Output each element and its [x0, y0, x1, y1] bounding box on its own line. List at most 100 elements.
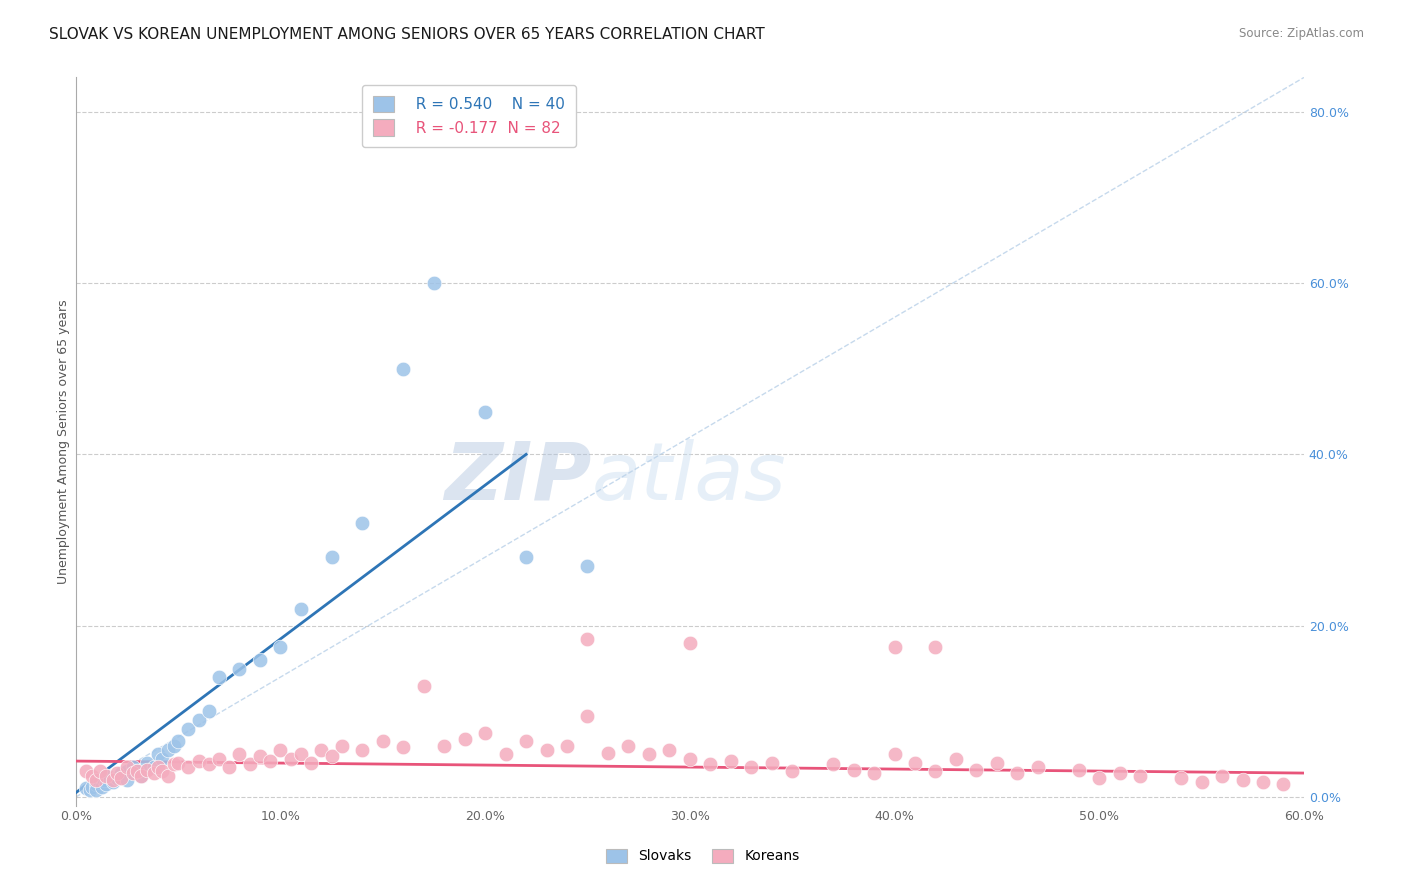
Point	[177, 722, 200, 736]
Point	[105, 766, 128, 780]
Point	[82, 780, 104, 794]
Point	[863, 766, 886, 780]
Point	[986, 756, 1008, 770]
Point	[638, 747, 661, 762]
Text: ZIP: ZIP	[444, 439, 592, 517]
Point	[115, 760, 138, 774]
Point	[269, 743, 291, 757]
Point	[352, 743, 374, 757]
Point	[97, 769, 120, 783]
Point	[228, 747, 250, 762]
Point	[84, 772, 107, 787]
Point	[453, 731, 475, 746]
Text: atlas: atlas	[592, 439, 786, 517]
Point	[555, 739, 578, 753]
Point	[596, 746, 619, 760]
Point	[474, 404, 496, 418]
Text: SLOVAK VS KOREAN UNEMPLOYMENT AMONG SENIORS OVER 65 YEARS CORRELATION CHART: SLOVAK VS KOREAN UNEMPLOYMENT AMONG SENI…	[49, 27, 765, 42]
Point	[290, 601, 312, 615]
Point	[290, 747, 312, 762]
Point	[105, 771, 128, 785]
Point	[392, 361, 415, 376]
Point	[163, 739, 186, 753]
Point	[259, 754, 281, 768]
Point	[392, 740, 415, 755]
Point	[1170, 771, 1192, 785]
Point	[249, 653, 271, 667]
Point	[146, 747, 169, 762]
Point	[617, 739, 640, 753]
Point	[208, 670, 231, 684]
Point	[842, 763, 865, 777]
Point	[924, 764, 946, 779]
Point	[249, 748, 271, 763]
Point	[136, 756, 159, 770]
Point	[576, 708, 599, 723]
Point	[198, 757, 221, 772]
Y-axis label: Unemployment Among Seniors over 65 years: Unemployment Among Seniors over 65 years	[58, 299, 70, 584]
Point	[91, 780, 114, 794]
Point	[1272, 777, 1295, 791]
Point	[1026, 760, 1049, 774]
Point	[127, 764, 149, 779]
Point	[352, 516, 374, 530]
Point	[761, 756, 783, 770]
Point	[1191, 774, 1213, 789]
Point	[156, 769, 179, 783]
Point	[129, 769, 152, 783]
Point	[167, 734, 190, 748]
Point	[658, 743, 681, 757]
Point	[371, 734, 394, 748]
Point	[883, 640, 905, 654]
Point	[150, 751, 173, 765]
Point	[187, 754, 209, 768]
Point	[740, 760, 762, 774]
Point	[311, 743, 333, 757]
Point	[780, 764, 803, 779]
Point	[280, 751, 302, 765]
Point	[576, 558, 599, 573]
Point	[299, 756, 322, 770]
Point	[269, 640, 291, 654]
Point	[75, 781, 97, 796]
Point	[679, 751, 702, 765]
Point	[720, 754, 742, 768]
Point	[84, 777, 107, 791]
Point	[163, 757, 186, 772]
Point	[122, 760, 145, 774]
Point	[82, 769, 104, 783]
Point	[167, 756, 190, 770]
Point	[1129, 769, 1152, 783]
Point	[89, 774, 111, 789]
Point	[218, 760, 240, 774]
Point	[122, 766, 145, 780]
Point	[228, 661, 250, 675]
Point	[1108, 766, 1130, 780]
Point	[142, 766, 165, 780]
Point	[1251, 774, 1274, 789]
Point	[515, 550, 537, 565]
Point	[576, 632, 599, 646]
Point	[156, 743, 179, 757]
Point	[110, 766, 132, 780]
Point	[146, 760, 169, 774]
Point	[101, 772, 124, 787]
Point	[679, 636, 702, 650]
Point	[96, 777, 118, 791]
Point	[1007, 766, 1029, 780]
Point	[79, 783, 101, 797]
Point	[187, 713, 209, 727]
Point	[110, 771, 132, 785]
Point	[84, 783, 107, 797]
Point	[75, 764, 97, 779]
Point	[412, 679, 434, 693]
Point	[1232, 772, 1254, 787]
Point	[536, 743, 558, 757]
Point	[1067, 763, 1090, 777]
Point	[330, 739, 353, 753]
Point	[1211, 769, 1233, 783]
Point	[515, 734, 537, 748]
Point	[115, 764, 138, 779]
Point	[96, 769, 118, 783]
Point	[474, 726, 496, 740]
